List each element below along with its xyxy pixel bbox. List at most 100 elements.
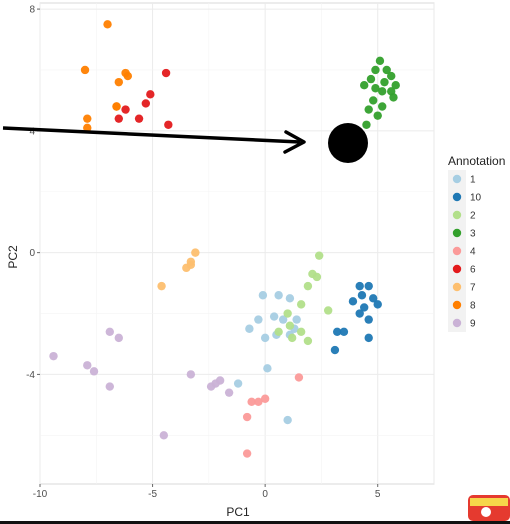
data-point-3 (389, 93, 398, 102)
data-point-3 (371, 84, 380, 93)
x-axis-ticks: -10 -5 0 5 (33, 484, 381, 500)
corner-logo-stripe (470, 498, 508, 506)
data-point-6 (114, 114, 124, 123)
data-point-1 (254, 315, 263, 324)
data-point-2 (296, 327, 306, 336)
data-point-9 (224, 388, 234, 397)
data-point-3 (375, 56, 385, 66)
data-point-2 (312, 272, 322, 282)
data-point-2 (285, 321, 295, 330)
data-points (49, 20, 400, 458)
legend-items: 1 10 2 3 4 6 7 8 9 (448, 170, 482, 332)
data-point-6 (141, 99, 151, 108)
data-point-9 (186, 370, 196, 379)
data-point-1 (263, 364, 272, 373)
data-point-1 (278, 315, 288, 324)
legend-label-1: 1 (470, 175, 476, 186)
data-point-6 (161, 68, 171, 78)
grid-lines (39, 3, 435, 484)
legend-swatch-7 (452, 282, 462, 292)
data-point-6 (146, 90, 155, 99)
data-point-1 (292, 315, 301, 324)
legend-swatch-1 (452, 174, 462, 184)
x-tick-label: 5 (375, 489, 381, 500)
y-axis-title-group: PC2 (6, 245, 20, 269)
data-point-4 (242, 412, 252, 422)
data-point-1 (260, 333, 270, 343)
data-point-10 (364, 315, 373, 324)
data-point-9 (206, 382, 216, 391)
data-point-10 (339, 327, 349, 336)
data-point-3 (369, 96, 378, 105)
legend-swatch-10 (452, 192, 462, 202)
data-point-3 (391, 80, 400, 90)
data-point-2 (323, 306, 333, 315)
annotation-arrow-head (283, 130, 306, 154)
data-point-9 (89, 367, 99, 376)
data-point-9 (83, 361, 92, 370)
annotation-highlight-dot (328, 123, 368, 163)
legend-label-2: 2 (470, 211, 476, 222)
legend-label-6: 6 (470, 265, 476, 276)
data-point-4 (247, 397, 256, 407)
data-point-1 (285, 294, 295, 303)
data-point-10 (364, 333, 373, 343)
legend-swatch-3 (452, 228, 462, 238)
data-point-8 (121, 68, 130, 78)
data-point-3 (364, 105, 373, 114)
data-point-3 (360, 80, 369, 90)
data-point-7 (191, 248, 200, 257)
legend-label-3: 3 (470, 229, 476, 240)
legend-swatch-4 (452, 246, 462, 256)
annotation-overlay (2, 123, 368, 163)
data-point-4 (294, 373, 304, 382)
legend-label-8: 8 (470, 301, 476, 312)
data-point-9 (105, 382, 114, 391)
data-point-7 (186, 260, 196, 270)
legend-swatch-6 (452, 264, 462, 274)
annotation-arrow-line (2, 126, 301, 144)
data-point-9 (49, 351, 58, 361)
data-point-10 (357, 291, 367, 300)
data-point-10 (364, 281, 373, 291)
legend: Annotation 1 10 2 3 4 6 7 8 9 (448, 154, 505, 332)
data-point-8 (80, 65, 90, 75)
data-point-6 (121, 105, 130, 114)
data-point-10 (369, 294, 378, 303)
data-point-2 (314, 251, 324, 260)
data-point-7 (157, 281, 166, 291)
data-point-9 (105, 327, 114, 336)
data-point-4 (242, 449, 252, 458)
data-point-8 (112, 102, 121, 111)
data-point-3 (373, 111, 382, 120)
data-point-10 (348, 297, 358, 306)
data-point-10 (355, 281, 364, 291)
y-tick-label: 8 (29, 5, 35, 16)
data-point-1 (283, 415, 292, 425)
y-axis-ticks: -4 0 4 8 (26, 5, 40, 381)
data-point-3 (387, 71, 396, 81)
data-point-10 (355, 309, 364, 318)
x-tick-label: 0 (262, 489, 268, 500)
legend-title: Annotation (448, 154, 505, 168)
data-point-6 (134, 114, 144, 123)
data-point-3 (380, 77, 389, 87)
legend-swatch-9 (452, 318, 462, 328)
data-point-3 (366, 74, 376, 84)
data-point-3 (382, 65, 391, 75)
data-point-9 (159, 431, 169, 440)
y-axis-title: PC2 (6, 245, 20, 269)
data-point-1 (274, 291, 283, 300)
corner-logo-dot (481, 507, 491, 517)
data-point-3 (371, 65, 380, 75)
legend-swatch-2 (452, 210, 462, 220)
data-point-10 (332, 327, 342, 336)
plot-panel (39, 2, 435, 485)
legend-label-10: 10 (470, 193, 482, 204)
y-tick-label: -4 (26, 370, 35, 381)
data-point-1 (233, 379, 243, 388)
legend-swatch-8 (452, 300, 462, 310)
data-point-1 (269, 312, 279, 321)
corner-logo (468, 495, 510, 521)
